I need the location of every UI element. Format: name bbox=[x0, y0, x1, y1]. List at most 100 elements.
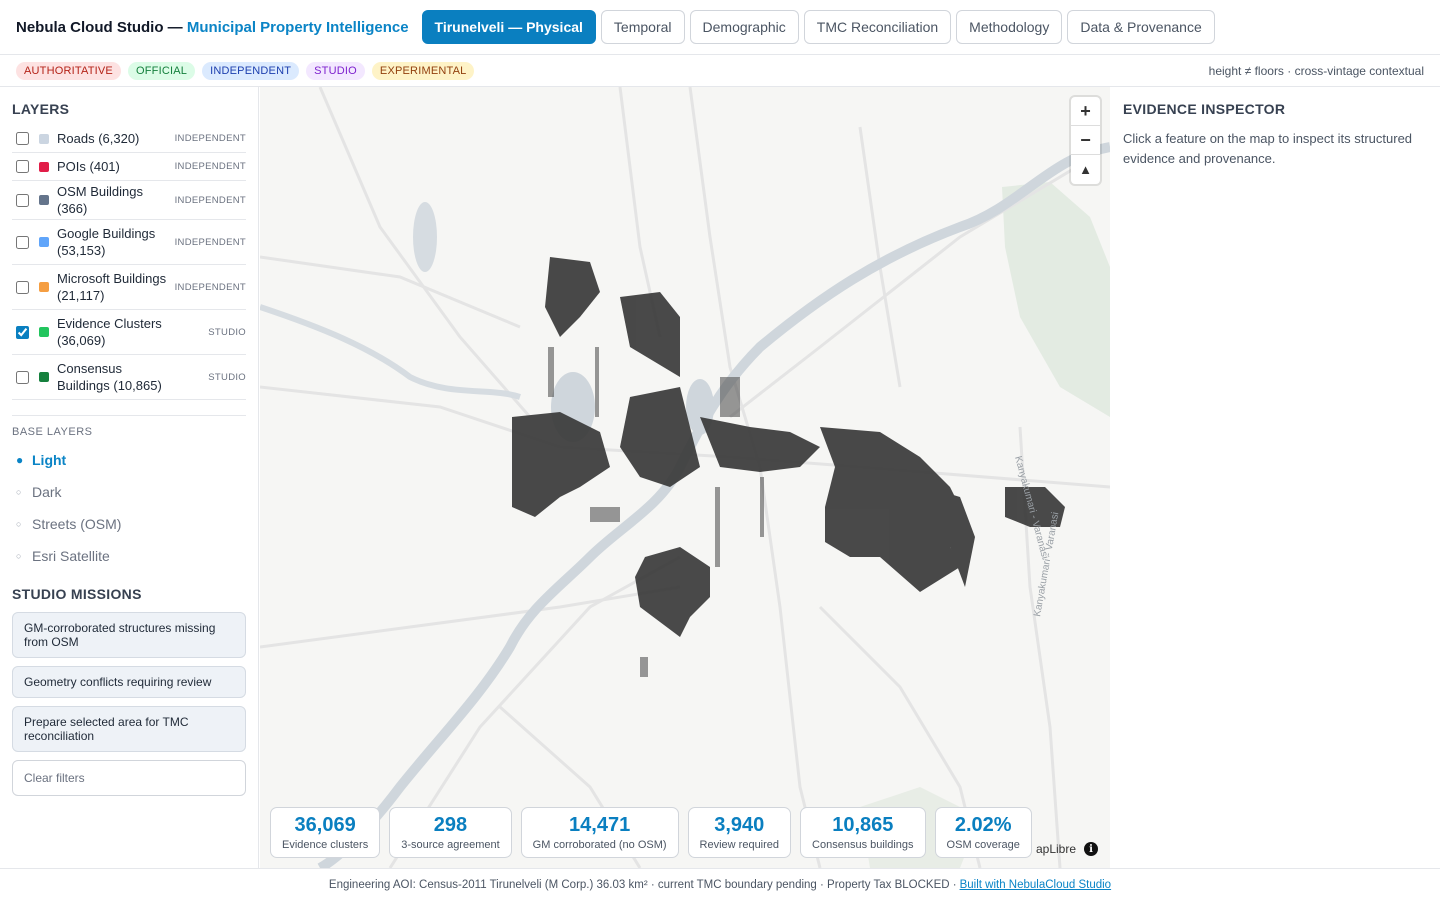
layer-tag: INDEPENDENT bbox=[174, 281, 246, 293]
layer-swatch bbox=[39, 161, 49, 172]
app-title-prefix: Nebula Cloud Studio — bbox=[16, 18, 187, 36]
lake bbox=[413, 202, 437, 272]
stat-card: 14,471 GM corroborated (no OSM) bbox=[520, 807, 679, 858]
app-title: Nebula Cloud Studio — Municipal Property… bbox=[16, 19, 409, 36]
base-layer-label: Streets (OSM) bbox=[32, 516, 122, 532]
badge-independent: INDEPENDENT bbox=[202, 62, 300, 80]
layer-row-microsoft-buildings: Microsoft Buildings (21,117) INDEPENDENT bbox=[12, 265, 246, 310]
tab-methodology[interactable]: Methodology bbox=[956, 10, 1063, 44]
layer-label: Roads (6,320) bbox=[57, 131, 140, 146]
layer-checkbox-evidence-clusters[interactable] bbox=[16, 325, 29, 339]
evidence-inspector: EVIDENCE INSPECTOR Click a feature on th… bbox=[1111, 87, 1440, 868]
base-layer-label: Light bbox=[32, 452, 67, 468]
layer-row-evidence-clusters: Evidence Clusters (36,069) STUDIO bbox=[12, 310, 246, 355]
layer-label: Consensus Buildings (10,865) bbox=[57, 361, 162, 393]
basemap: Kanyakumari - Varanasi Kanyakumari - Var… bbox=[260, 87, 1110, 868]
base-layer-satellite[interactable]: ○ Esri Satellite bbox=[12, 540, 246, 572]
mission-geometry-conflicts[interactable]: Geometry conflicts requiring review bbox=[12, 666, 246, 698]
layer-checkbox-osm-buildings[interactable] bbox=[16, 193, 29, 207]
stat-label: Consensus buildings bbox=[812, 839, 914, 851]
canal bbox=[260, 304, 521, 400]
layer-swatch bbox=[39, 282, 49, 292]
info-icon[interactable]: i bbox=[1084, 842, 1098, 856]
layer-row-google-buildings: Google Buildings (53,153) INDEPENDENT bbox=[12, 220, 246, 265]
layer-swatch bbox=[39, 133, 49, 144]
layer-label: Microsoft Buildings (21,117) bbox=[57, 271, 167, 303]
stat-card: 3,940 Review required bbox=[687, 807, 792, 858]
layer-checkbox-google-buildings[interactable] bbox=[16, 235, 29, 249]
evidence-clusters-layer bbox=[512, 257, 1065, 637]
stat-card: 298 3-source agreement bbox=[389, 807, 512, 858]
base-layer-label: Esri Satellite bbox=[32, 548, 110, 564]
inspector-title: EVIDENCE INSPECTOR bbox=[1123, 101, 1286, 117]
layer-row-osm-buildings: OSM Buildings (366) INDEPENDENT bbox=[12, 181, 246, 220]
layer-row-consensus-buildings: Consensus Buildings (10,865) STUDIO bbox=[12, 355, 246, 400]
map-canvas[interactable]: Kanyakumari - Varanasi Kanyakumari - Var… bbox=[260, 87, 1110, 868]
stat-label: 3-source agreement bbox=[401, 839, 500, 851]
stat-value: 2.02% bbox=[954, 814, 1012, 836]
compass-button[interactable]: ▲ bbox=[1079, 162, 1092, 177]
stat-value: 10,865 bbox=[832, 814, 894, 836]
layer-checkbox-microsoft-buildings[interactable] bbox=[16, 280, 29, 294]
base-layer-dark[interactable]: ○ Dark bbox=[12, 476, 246, 508]
mission-gm-corroborated[interactable]: GM-corroborated structures missing from … bbox=[12, 612, 246, 658]
zoom-control: + − ▲ bbox=[1071, 97, 1100, 184]
layer-tag: INDEPENDENT bbox=[174, 194, 246, 206]
layer-tag: INDEPENDENT bbox=[174, 161, 246, 172]
missions-title: STUDIO MISSIONS bbox=[12, 586, 142, 602]
circle-icon: ○ bbox=[16, 487, 22, 497]
layer-checkbox-consensus-buildings[interactable] bbox=[16, 370, 29, 384]
layer-tag: STUDIO bbox=[208, 371, 246, 383]
base-layer-label: Dark bbox=[32, 484, 62, 500]
badge-legend: AUTHORITATIVE OFFICIAL INDEPENDENT STUDI… bbox=[16, 62, 475, 80]
tab-temporal[interactable]: Temporal bbox=[600, 10, 685, 44]
stat-card: 10,865 Consensus buildings bbox=[800, 807, 926, 858]
footer: Engineering AOI: Census-2011 Tirunelveli… bbox=[0, 868, 1440, 900]
road-network bbox=[260, 87, 1110, 868]
stat-card: 36,069 Evidence clusters bbox=[270, 807, 381, 858]
layer-tag: INDEPENDENT bbox=[174, 236, 246, 248]
map-attribution: apLibre i bbox=[1036, 842, 1098, 856]
badge-official: OFFICIAL bbox=[127, 62, 196, 80]
layer-label: POIs (401) bbox=[57, 159, 120, 174]
attribution-text: apLibre bbox=[1035, 842, 1076, 856]
stat-value: 14,471 bbox=[569, 814, 631, 836]
stat-label: OSM coverage bbox=[946, 839, 1020, 851]
layer-label: OSM Buildings (366) bbox=[57, 184, 143, 216]
badge-authoritative: AUTHORITATIVE bbox=[16, 62, 121, 80]
layer-row-pois: POIs (401) INDEPENDENT bbox=[12, 153, 246, 181]
base-layer-light[interactable]: ● Light bbox=[12, 444, 246, 476]
zoom-out-button[interactable]: − bbox=[1071, 126, 1100, 155]
layer-checkbox-pois[interactable] bbox=[16, 160, 29, 173]
app-header: Nebula Cloud Studio — Municipal Property… bbox=[0, 0, 1440, 55]
left-panel: LAYERS Roads (6,320) INDEPENDENT POIs (4… bbox=[0, 87, 259, 868]
stats-bar: 36,069 Evidence clusters 298 3-source agre… bbox=[270, 807, 1032, 858]
clear-filters-button[interactable]: Clear filters bbox=[12, 760, 246, 796]
tab-demographic[interactable]: Demographic bbox=[689, 10, 799, 44]
layer-label: Evidence Clusters (36,069) bbox=[57, 316, 162, 348]
zoom-in-button[interactable]: + bbox=[1071, 97, 1100, 126]
tab-physical[interactable]: Tirunelveli — Physical bbox=[421, 10, 596, 44]
stat-value: 3,940 bbox=[714, 814, 765, 836]
layer-swatch bbox=[39, 237, 49, 247]
tab-data-provenance[interactable]: Data & Provenance bbox=[1067, 10, 1215, 44]
badge-bar: AUTHORITATIVE OFFICIAL INDEPENDENT STUDI… bbox=[0, 56, 1440, 87]
app-title-accent: Municipal Property Intelligence bbox=[186, 18, 409, 36]
stat-label: GM corroborated (no OSM) bbox=[532, 839, 667, 851]
evidence-scatter bbox=[548, 347, 764, 677]
base-layers-title: BASE LAYERS bbox=[12, 415, 246, 438]
base-layer-streets[interactable]: ○ Streets (OSM) bbox=[12, 508, 246, 540]
footer-link[interactable]: Built with NebulaCloud Studio bbox=[959, 878, 1112, 891]
badge-experimental: EXPERIMENTAL bbox=[371, 62, 475, 80]
inspector-hint: Click a feature on the map to inspect it… bbox=[1123, 131, 1413, 166]
badge-note: height ≠ floors · cross-vintage contextu… bbox=[1208, 64, 1424, 78]
layers-title: LAYERS bbox=[12, 101, 70, 117]
tab-bar: Tirunelveli — Physical Temporal Demograp… bbox=[421, 10, 1215, 44]
tab-tmc-reconciliation[interactable]: TMC Reconciliation bbox=[803, 10, 952, 44]
footer-text: Engineering AOI: Census-2011 Tirunelveli… bbox=[328, 878, 957, 891]
stat-label: Evidence clusters bbox=[282, 839, 369, 851]
mission-tmc-reconciliation[interactable]: Prepare selected area for TMC reconcilia… bbox=[12, 706, 246, 752]
stat-value: 36,069 bbox=[294, 814, 356, 836]
layer-checkbox-roads[interactable] bbox=[16, 132, 29, 145]
layer-label: Google Buildings (53,153) bbox=[57, 226, 156, 258]
